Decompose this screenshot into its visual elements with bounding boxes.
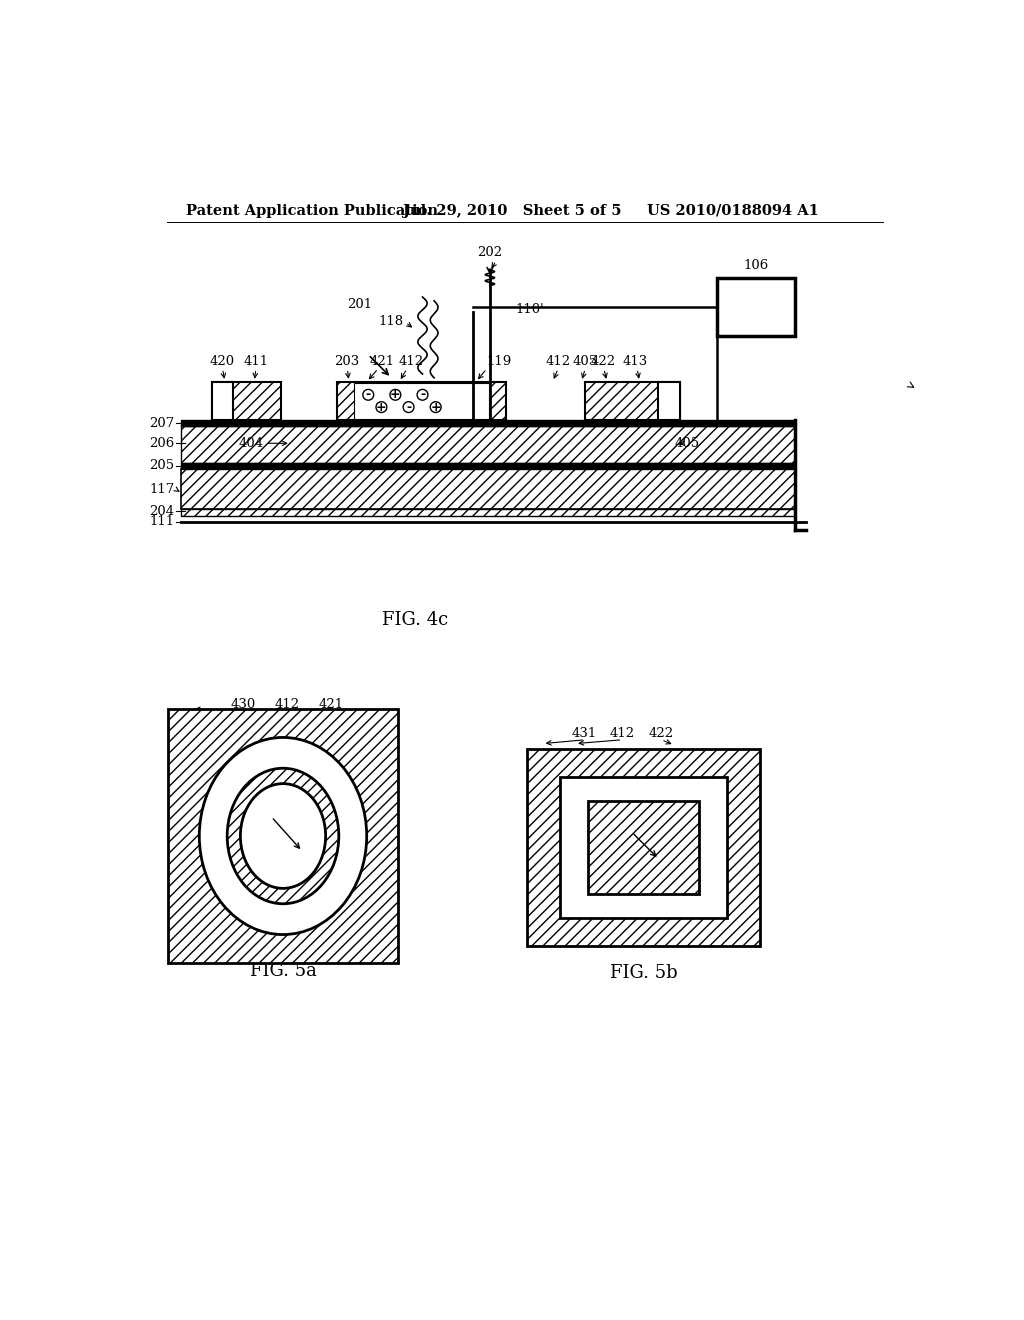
Text: -: - — [420, 388, 425, 401]
Bar — [588, 801, 699, 894]
Circle shape — [362, 389, 374, 400]
Text: +: + — [430, 400, 441, 413]
Text: 201: 201 — [347, 298, 372, 312]
Text: 204: 204 — [150, 504, 174, 517]
Bar — [527, 748, 760, 946]
Bar — [560, 776, 727, 919]
Text: 119: 119 — [486, 355, 511, 368]
Text: 118: 118 — [378, 315, 403, 329]
Bar — [168, 709, 397, 964]
Text: US 2010/0188094 A1: US 2010/0188094 A1 — [647, 203, 819, 218]
Text: 421: 421 — [370, 355, 395, 368]
Text: Jul. 29, 2010   Sheet 5 of 5: Jul. 29, 2010 Sheet 5 of 5 — [403, 203, 622, 218]
Text: 422: 422 — [648, 727, 674, 739]
Text: 412: 412 — [274, 698, 299, 711]
Bar — [180, 462, 795, 469]
Bar — [212, 381, 282, 420]
Circle shape — [376, 401, 387, 413]
Circle shape — [430, 401, 441, 413]
Text: 110': 110' — [515, 302, 544, 315]
Text: FIG. 4c: FIG. 4c — [382, 611, 447, 630]
Text: 207: 207 — [150, 417, 174, 430]
Ellipse shape — [227, 768, 339, 904]
Text: 430: 430 — [230, 698, 255, 711]
Text: 404: 404 — [239, 437, 263, 450]
Circle shape — [390, 389, 400, 400]
Text: 412: 412 — [398, 355, 424, 368]
Text: +: + — [376, 400, 387, 413]
Text: 405: 405 — [572, 355, 598, 368]
Bar — [180, 420, 795, 426]
Text: 111: 111 — [150, 515, 174, 528]
Text: 203: 203 — [334, 355, 359, 368]
Bar — [180, 469, 795, 508]
Text: FIG. 5b: FIG. 5b — [609, 964, 677, 982]
Text: -: - — [366, 388, 371, 401]
Text: +: + — [390, 388, 400, 401]
Bar — [212, 381, 233, 420]
Text: 412: 412 — [610, 727, 635, 739]
Bar — [180, 508, 795, 516]
Bar — [354, 383, 489, 418]
Text: FIG. 5a: FIG. 5a — [250, 962, 316, 979]
Circle shape — [417, 389, 428, 400]
Bar — [586, 381, 680, 420]
Text: 117: 117 — [150, 483, 174, 496]
Circle shape — [403, 401, 414, 413]
Text: -: - — [406, 400, 411, 413]
Text: 412: 412 — [546, 355, 570, 368]
Text: 413: 413 — [623, 355, 648, 368]
Bar — [180, 426, 795, 462]
Bar — [337, 381, 506, 420]
Text: 405: 405 — [675, 437, 699, 450]
Text: 421: 421 — [318, 698, 344, 711]
Ellipse shape — [241, 784, 326, 888]
Text: 205: 205 — [150, 459, 174, 473]
Text: Patent Application Publication: Patent Application Publication — [186, 203, 438, 218]
Text: 106: 106 — [743, 259, 768, 272]
Bar — [658, 381, 680, 420]
Ellipse shape — [200, 738, 367, 935]
Bar — [717, 277, 795, 335]
Text: 422: 422 — [591, 355, 615, 368]
Text: 411: 411 — [244, 355, 268, 368]
Text: 420: 420 — [210, 355, 236, 368]
Text: 206: 206 — [150, 437, 174, 450]
Text: 202: 202 — [477, 246, 503, 259]
Text: 431: 431 — [571, 727, 596, 739]
